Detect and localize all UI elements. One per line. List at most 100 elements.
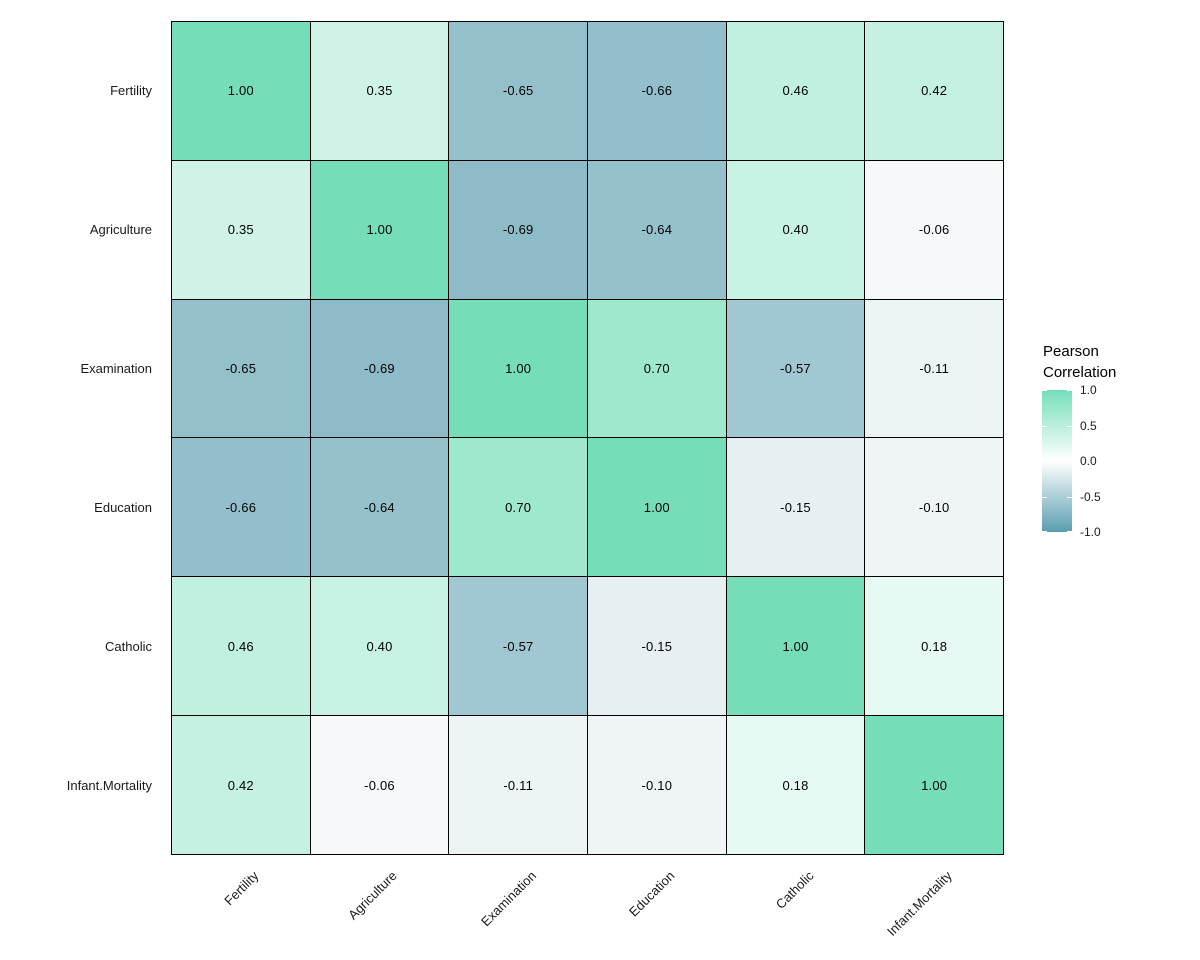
legend-title: Pearson Correlation bbox=[1043, 341, 1116, 383]
cell-value: 1.00 bbox=[505, 361, 532, 377]
cell-value: -0.11 bbox=[919, 361, 949, 377]
cell-value: 0.46 bbox=[782, 83, 809, 99]
cell-value: -0.06 bbox=[364, 777, 395, 793]
cell-value: 0.40 bbox=[782, 222, 809, 238]
cell-value: 0.70 bbox=[643, 361, 670, 377]
cell-value: 0.40 bbox=[366, 638, 393, 654]
cell-value: 0.42 bbox=[921, 83, 948, 99]
cell-value: 0.46 bbox=[227, 638, 254, 654]
heatmap-cell: 0.40 bbox=[726, 160, 865, 299]
y-axis-label: Education bbox=[94, 499, 152, 515]
cell-value: 0.18 bbox=[782, 777, 809, 793]
cell-value: -0.15 bbox=[641, 638, 673, 654]
legend-tick-label: -0.5 bbox=[1080, 489, 1101, 504]
cell-value: -0.10 bbox=[918, 499, 950, 515]
cell-value: -0.06 bbox=[918, 222, 950, 238]
heatmap-cell: 0.42 bbox=[865, 22, 1003, 160]
cell-value: 0.18 bbox=[921, 638, 948, 654]
heatmap-cell: 1.00 bbox=[865, 716, 1003, 854]
x-axis-label: Infant.Mortality bbox=[884, 868, 956, 939]
cell-value: -0.15 bbox=[780, 499, 811, 515]
heatmap-cell: -0.66 bbox=[172, 438, 310, 577]
legend-title-line-1: Pearson bbox=[1043, 343, 1099, 360]
heatmap-cell: 0.40 bbox=[310, 577, 449, 716]
heatmap-cell: 0.70 bbox=[588, 299, 726, 438]
heatmap-cell: -0.15 bbox=[588, 577, 726, 716]
heatmap-cell: -0.64 bbox=[588, 160, 726, 299]
heatmap-cell: 1.00 bbox=[310, 160, 449, 299]
heatmap-cell: 1.00 bbox=[172, 22, 310, 160]
cell-value: 0.42 bbox=[227, 777, 254, 793]
cell-value: 0.35 bbox=[366, 83, 393, 99]
heatmap-cell: 1.00 bbox=[726, 577, 865, 716]
cell-value: 1.00 bbox=[782, 638, 809, 654]
cell-value: -0.64 bbox=[641, 222, 673, 238]
x-axis-label: Agriculture bbox=[345, 868, 400, 923]
x-axis-label: Examination bbox=[477, 868, 539, 930]
heatmap-grid: 1.00 0.35 -0.65 -0.66 0.46 0.42 0.35 1.00 -0.69 -… bbox=[171, 21, 1004, 855]
legend-tick-mark bbox=[1067, 425, 1072, 427]
y-axis-label: Agriculture bbox=[89, 221, 152, 237]
cell-value: 1.00 bbox=[921, 777, 948, 793]
heatmap-cell: 0.35 bbox=[310, 22, 449, 160]
heatmap-cell: -0.10 bbox=[865, 438, 1003, 577]
legend-tick-label: 0.0 bbox=[1080, 454, 1097, 468]
heatmap-cell: -0.65 bbox=[449, 22, 587, 160]
legend-tick-mark bbox=[1042, 390, 1047, 391]
cell-value: 1.00 bbox=[366, 222, 393, 238]
legend-tick-mark bbox=[1067, 531, 1072, 532]
legend-colorbar bbox=[1042, 390, 1072, 532]
heatmap-cell: -0.64 bbox=[310, 438, 449, 577]
legend-tick-label: -1.0 bbox=[1080, 525, 1101, 539]
cell-value: -0.64 bbox=[364, 499, 395, 515]
y-axis-label: Fertility bbox=[110, 82, 152, 98]
legend-tick-label: 1.0 bbox=[1080, 383, 1097, 397]
legend-tick-mark bbox=[1042, 425, 1047, 427]
heatmap-cell: -0.57 bbox=[449, 577, 587, 716]
legend-tick-label: 0.5 bbox=[1080, 418, 1097, 433]
legend-tick-mark bbox=[1067, 390, 1072, 391]
x-axis-label: Fertility bbox=[220, 868, 262, 909]
heatmap-cell: -0.57 bbox=[726, 299, 865, 438]
heatmap-cell: 0.46 bbox=[172, 577, 310, 716]
legend-title-line-2: Correlation bbox=[1043, 364, 1117, 381]
heatmap-cell: 1.00 bbox=[449, 299, 587, 438]
cell-value: -0.57 bbox=[780, 361, 811, 377]
heatmap-cell: 0.18 bbox=[726, 716, 865, 854]
heatmap-cell: -0.06 bbox=[865, 160, 1003, 299]
cell-value: -0.11 bbox=[503, 777, 533, 793]
cell-value: -0.57 bbox=[502, 638, 534, 654]
heatmap-cell: -0.06 bbox=[310, 716, 449, 854]
cell-value: -0.65 bbox=[225, 361, 257, 377]
heatmap-cell: -0.69 bbox=[449, 160, 587, 299]
heatmap-cell: -0.11 bbox=[449, 716, 587, 854]
cell-value: -0.69 bbox=[364, 361, 395, 377]
heatmap-cell: 0.35 bbox=[172, 160, 310, 299]
heatmap-cell: -0.10 bbox=[588, 716, 726, 854]
heatmap-cell: -0.15 bbox=[726, 438, 865, 577]
y-axis-label: Catholic bbox=[105, 638, 152, 654]
cell-value: 0.70 bbox=[505, 499, 532, 515]
heatmap-cell: 0.46 bbox=[726, 22, 865, 160]
cell-value: 1.00 bbox=[227, 83, 254, 99]
heatmap-cell: 0.18 bbox=[865, 577, 1003, 716]
heatmap-cell: 1.00 bbox=[588, 438, 726, 577]
cell-value: 1.00 bbox=[643, 499, 670, 515]
x-axis-label: Catholic bbox=[772, 868, 817, 912]
cell-value: -0.66 bbox=[225, 499, 257, 515]
y-axis-label: Infant.Mortality bbox=[66, 777, 152, 793]
legend-tick-mark bbox=[1042, 496, 1047, 498]
cell-value: -0.10 bbox=[641, 777, 673, 793]
heatmap-cell: -0.66 bbox=[588, 22, 726, 160]
heatmap-cell: -0.11 bbox=[865, 299, 1003, 438]
heatmap-cell: 0.42 bbox=[172, 716, 310, 854]
x-axis-label: Education bbox=[626, 868, 678, 920]
legend-tick-mark bbox=[1042, 531, 1047, 532]
y-axis-label: Examination bbox=[80, 360, 152, 376]
cell-value: 0.35 bbox=[227, 222, 254, 238]
heatmap-cell: -0.65 bbox=[172, 299, 310, 438]
cell-value: -0.65 bbox=[502, 83, 534, 99]
cell-value: -0.66 bbox=[641, 83, 673, 99]
cell-value: -0.69 bbox=[502, 222, 534, 238]
